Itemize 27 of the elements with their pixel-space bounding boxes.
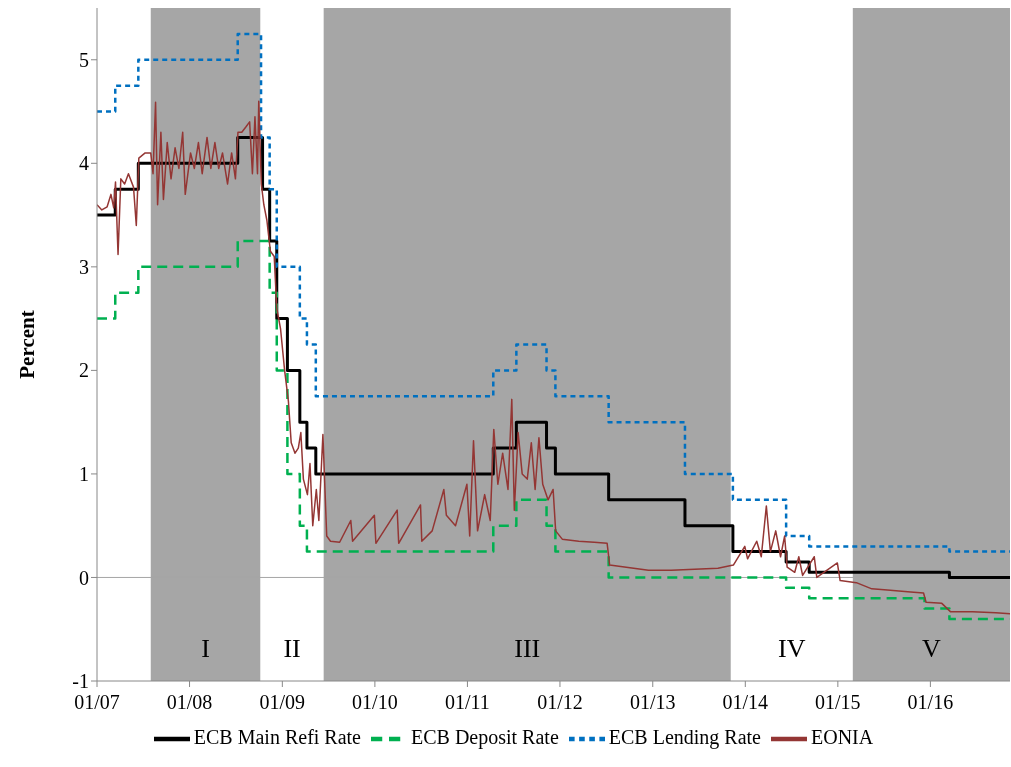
band-label: III <box>514 634 541 663</box>
x-tick-label: 01/10 <box>352 691 398 714</box>
x-tick-label: 01/16 <box>907 691 954 714</box>
y-tick-label: -1 <box>72 670 89 693</box>
y-tick-label: 3 <box>79 255 89 278</box>
legend-label: ECB Main Refi Rate <box>193 725 361 748</box>
x-tick-label: 01/09 <box>259 691 306 714</box>
band-label: I <box>201 634 210 663</box>
band-label: II <box>283 634 301 663</box>
y-tick-label: 4 <box>79 152 89 175</box>
legend-label: ECB Deposit Rate <box>411 725 559 748</box>
band-label: V <box>922 634 942 663</box>
x-tick-label: 01/14 <box>722 691 769 714</box>
x-tick-label: 01/15 <box>815 691 861 714</box>
y-tick-label: 2 <box>79 359 89 382</box>
x-tick-label: 01/12 <box>537 691 583 714</box>
x-tick-label: 01/11 <box>445 691 490 714</box>
y-tick-label: 0 <box>79 566 89 589</box>
legend-label: EONIA <box>810 725 874 748</box>
x-tick-label: 01/08 <box>166 691 213 714</box>
x-tick-label: 01/07 <box>74 691 120 714</box>
y-tick-label: 5 <box>79 48 89 71</box>
band-label: IV <box>778 634 806 663</box>
legend-label: ECB Lending Rate <box>608 725 761 748</box>
y-tick-label: 1 <box>79 463 89 486</box>
x-tick-label: 01/13 <box>629 691 676 714</box>
y-axis-title: Percent <box>15 310 40 379</box>
